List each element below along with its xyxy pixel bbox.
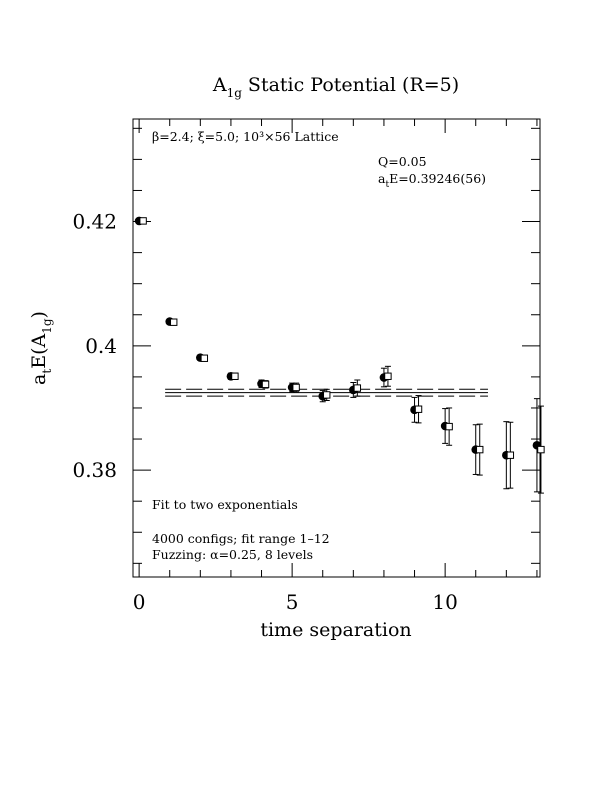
data-point-square xyxy=(353,384,362,392)
data-point-square xyxy=(537,445,545,454)
data-point-square xyxy=(292,383,300,392)
axis-ticks xyxy=(133,119,540,577)
x-tick-label: 5 xyxy=(286,590,299,614)
lattice-annotation: β=2.4; ξ=5.0; 10³×56 Lattice xyxy=(152,129,339,144)
data-point-square xyxy=(139,217,147,225)
x-tick-label: 0 xyxy=(133,590,146,614)
x-tick-label: 10 xyxy=(432,590,457,614)
y-tick-label: 0.38 xyxy=(72,458,117,482)
data-point-square xyxy=(476,445,484,454)
y-tick-label: 0.42 xyxy=(72,210,117,234)
fuzzing-annotation: Fuzzing: α=0.25, 8 levels xyxy=(152,547,313,562)
q-annotation: Q=0.05 xyxy=(378,154,427,169)
data-point-square xyxy=(170,318,178,326)
data-point-square xyxy=(200,354,209,362)
fit-type-annotation: Fit to two exponentials xyxy=(152,497,298,512)
data-point-square xyxy=(323,391,331,399)
tick-labels: 0 5 10 0.38 0.4 0.42 xyxy=(72,210,457,614)
plot-frame xyxy=(132,118,541,578)
data-point-square xyxy=(414,405,423,413)
y-axis-label: atE(A1g) xyxy=(28,311,54,385)
fit-energy-annotation: atE=0.39246(56) xyxy=(378,171,486,190)
data-point-square xyxy=(445,422,453,431)
x-axis-label: time separation xyxy=(260,619,411,641)
y-tick-label: 0.4 xyxy=(85,334,117,358)
chart-title: A1g Static Potential (R=5) xyxy=(212,74,459,100)
data-point-square xyxy=(231,372,239,380)
data-series xyxy=(134,216,545,494)
data-point-square xyxy=(384,372,392,380)
data-point-square xyxy=(506,451,515,459)
configs-annotation: 4000 configs; fit range 1–12 xyxy=(152,531,330,546)
data-point-square xyxy=(261,380,270,389)
